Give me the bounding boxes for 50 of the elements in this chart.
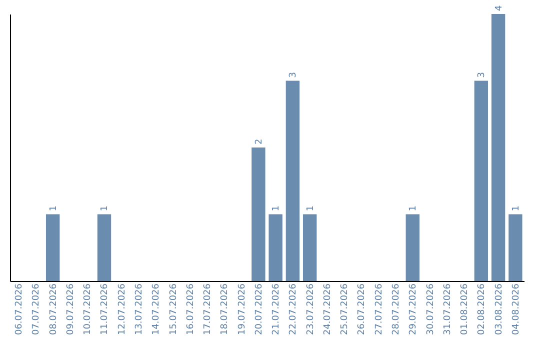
x-tick-label: 23.07.2026 xyxy=(306,283,316,336)
x-tick-label: 17.07.2026 xyxy=(203,283,214,336)
x-tick-label: 18.07.2026 xyxy=(220,283,230,336)
x-tick-label: 28.07.2026 xyxy=(392,283,402,336)
x-tick-label: 03.08.2026 xyxy=(494,283,504,336)
x-tick-label: 10.07.2026 xyxy=(83,283,94,336)
data-label: 1 xyxy=(408,206,419,212)
data-label: 1 xyxy=(306,206,316,212)
data-label: 3 xyxy=(288,72,299,78)
x-tick-label: 22.07.2026 xyxy=(288,283,299,336)
x-tick-label: 31.07.2026 xyxy=(442,283,453,336)
x-tick-label: 08.07.2026 xyxy=(48,283,59,336)
x-tick-label: 16.07.2026 xyxy=(186,283,196,336)
x-tick-label: 25.07.2026 xyxy=(340,283,350,336)
bar xyxy=(268,214,282,281)
data-label: 1 xyxy=(100,206,110,212)
x-tick-label: 09.07.2026 xyxy=(66,283,76,336)
x-tick-label: 12.07.2026 xyxy=(117,283,128,336)
bar xyxy=(491,14,506,281)
x-tick-label: 14.07.2026 xyxy=(152,283,162,336)
data-label: 1 xyxy=(48,206,59,212)
x-tick-label: 27.07.2026 xyxy=(374,283,384,336)
bar xyxy=(286,80,300,281)
x-tick-label: 04.08.2026 xyxy=(511,283,522,336)
x-tick-label: 07.07.2026 xyxy=(32,283,42,336)
x-tick-label: 19.07.2026 xyxy=(237,283,248,336)
x-tick-label: 24.07.2026 xyxy=(322,283,333,336)
x-tick-label: 20.07.2026 xyxy=(254,283,264,336)
x-tick-label: 21.07.2026 xyxy=(272,283,282,336)
data-label: 2 xyxy=(254,138,264,144)
x-tick-label: 01.08.2026 xyxy=(460,283,470,336)
bar xyxy=(46,214,60,281)
bar xyxy=(252,148,266,281)
bar xyxy=(406,214,420,281)
bar xyxy=(508,214,522,281)
x-tick-label: 29.07.2026 xyxy=(408,283,419,336)
x-tick-label: 13.07.2026 xyxy=(134,283,144,336)
bar xyxy=(474,80,488,281)
bar xyxy=(302,214,317,281)
data-label: 3 xyxy=(477,72,488,78)
x-tick-label: 15.07.2026 xyxy=(168,283,179,336)
x-tick-label: 30.07.2026 xyxy=(426,283,436,336)
bar xyxy=(97,214,112,281)
data-label: 1 xyxy=(272,206,282,212)
x-tick-label: 11.07.2026 xyxy=(100,283,110,336)
x-tick-label: 26.07.2026 xyxy=(357,283,368,336)
x-tick-label: 06.07.2026 xyxy=(14,283,25,336)
x-tick-label: 02.08.2026 xyxy=(477,283,488,336)
data-label: 4 xyxy=(494,5,504,11)
data-label: 1 xyxy=(511,206,522,212)
